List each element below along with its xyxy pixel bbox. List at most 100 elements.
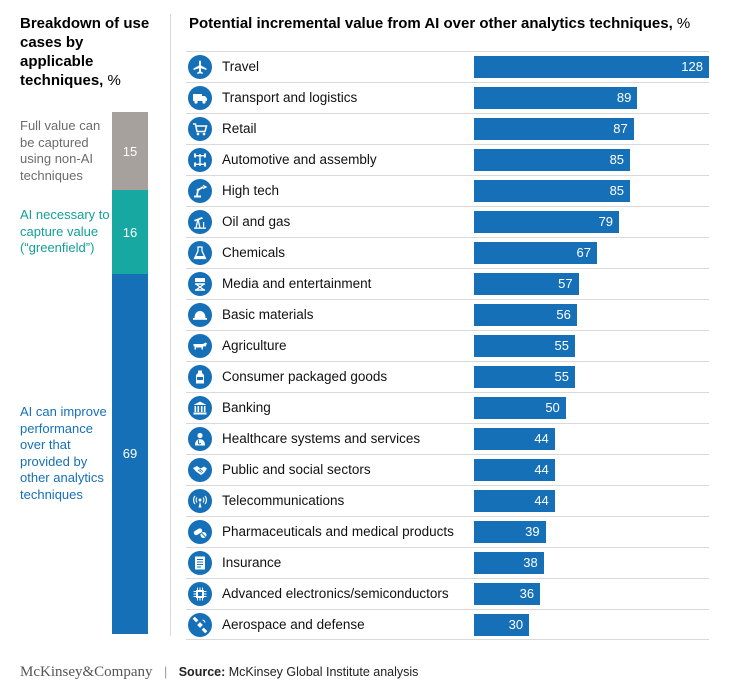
- stack-segment: 16: [112, 190, 148, 274]
- bank-icon: [188, 396, 212, 420]
- panel-divider: [170, 14, 171, 636]
- bar-value-label: 55: [554, 369, 569, 384]
- bar-value-label: 67: [576, 245, 591, 260]
- stack-segment: 15: [112, 112, 148, 191]
- car-axle-icon: [188, 148, 212, 172]
- category-label: Agriculture: [222, 338, 287, 353]
- value-bar: 55: [474, 335, 575, 357]
- stack-segment: 69: [112, 273, 148, 634]
- category-label: Transport and logistics: [222, 90, 358, 105]
- chart-row: Oil and gas 79: [186, 206, 709, 237]
- value-bar: 38: [474, 552, 544, 574]
- chart-row: Basic materials 56: [186, 299, 709, 330]
- category-label: Public and social sectors: [222, 462, 371, 477]
- value-bar: 55: [474, 366, 575, 388]
- value-bar: 44: [474, 490, 555, 512]
- footer: McKinsey&Company | Source: McKinsey Glob…: [20, 664, 418, 680]
- value-bar: 85: [474, 180, 631, 202]
- antenna-icon: [188, 489, 212, 513]
- bottle-icon: [188, 365, 212, 389]
- chart-row: Advanced electronics/semiconductors 36: [186, 578, 709, 609]
- value-bar: 57: [474, 273, 579, 295]
- chart-row: Aerospace and defense 30: [186, 609, 709, 640]
- value-bar: 44: [474, 459, 555, 481]
- left-title-text: Breakdown of use cases by applicable tec…: [20, 15, 150, 89]
- chart-row: High tech 85: [186, 175, 709, 206]
- chart-row: Travel 128: [186, 51, 709, 82]
- footer-separator: |: [163, 665, 168, 679]
- category-label: Media and entertainment: [222, 276, 372, 291]
- pills-icon: [188, 520, 212, 544]
- category-label: Pharmaceuticals and medical products: [222, 524, 454, 539]
- chart-row: Agriculture 55: [186, 330, 709, 361]
- right-title-unit: %: [676, 15, 691, 32]
- category-label: Advanced electronics/semiconductors: [222, 586, 449, 601]
- bar-value-label: 44: [534, 431, 549, 446]
- chart-row: Consumer packaged goods 55: [186, 361, 709, 392]
- left-panel-title: Breakdown of use cases by applicable tec…: [20, 14, 160, 90]
- brand-logo: McKinsey&Company: [20, 664, 153, 680]
- chart-row: Banking 50: [186, 392, 709, 423]
- bar-value-label: 128: [681, 59, 703, 74]
- bar-value-label: 85: [609, 152, 625, 167]
- category-label: Automotive and assembly: [222, 152, 377, 167]
- hard-hat-icon: [188, 303, 212, 327]
- bar-value-label: 55: [554, 338, 569, 353]
- value-bar: 56: [474, 304, 577, 326]
- bar-value-label: 39: [525, 524, 540, 539]
- chart-row: Public and social sectors 44: [186, 454, 709, 485]
- stack-segment-label: AI can improve performance over that pro…: [20, 404, 107, 502]
- oil-pump-icon: [188, 210, 212, 234]
- value-bar: 67: [474, 242, 597, 264]
- value-bar: 30: [474, 614, 530, 636]
- stack-segment-value: 16: [122, 224, 138, 240]
- value-bar: 87: [474, 118, 634, 140]
- director-chair-icon: [188, 272, 212, 296]
- stacked-breakdown-bar: 15 16 69: [112, 112, 148, 634]
- chart-row: Transport and logistics 89: [186, 82, 709, 113]
- doctor-icon: [188, 427, 212, 451]
- chart-row: Automotive and assembly 85: [186, 144, 709, 175]
- bar-value-label: 44: [534, 493, 549, 508]
- handshake-icon: [188, 458, 212, 482]
- category-label: Travel: [222, 59, 260, 74]
- bar-value-label: 38: [523, 555, 538, 570]
- right-title-text: Potential incremental value from AI over…: [189, 15, 673, 32]
- chart-row: Media and entertainment 57: [186, 268, 709, 299]
- bar-value-label: 44: [534, 462, 549, 477]
- airplane-icon: [188, 55, 212, 79]
- source-text: McKinsey Global Institute analysis: [228, 665, 419, 679]
- bar-value-label: 87: [613, 121, 628, 136]
- bar-value-label: 89: [616, 90, 632, 105]
- document-icon: [188, 551, 212, 575]
- category-label: Healthcare systems and services: [222, 431, 421, 446]
- chart-row: Insurance 38: [186, 547, 709, 578]
- value-bar: 89: [474, 87, 638, 109]
- value-bar: 85: [474, 149, 631, 171]
- satellite-icon: [188, 613, 212, 637]
- robot-arm-icon: [188, 179, 212, 203]
- bar-value-label: 50: [545, 400, 560, 415]
- chart-row: Chemicals 67: [186, 237, 709, 268]
- stack-segment-value: 15: [122, 143, 138, 159]
- value-bar: 39: [474, 521, 546, 543]
- truck-icon: [188, 86, 212, 110]
- category-label: Chemicals: [222, 245, 286, 260]
- bar-value-label: 85: [609, 183, 625, 198]
- value-bar: 44: [474, 428, 555, 450]
- source-label: Source:: [178, 665, 226, 679]
- value-bar: 128: [474, 56, 709, 78]
- category-label: Telecommunications: [222, 493, 345, 508]
- category-label: Aerospace and defense: [222, 617, 365, 632]
- chart-row: Retail 87: [186, 113, 709, 144]
- stack-segment-value: 69: [122, 446, 138, 462]
- flask-icon: [188, 241, 212, 265]
- category-label: Insurance: [222, 555, 282, 570]
- stack-segment-label: AI necessary to capture value (“greenfie…: [20, 207, 110, 256]
- bar-value-label: 30: [508, 617, 524, 632]
- chip-icon: [188, 582, 212, 606]
- bar-value-label: 57: [558, 276, 573, 291]
- chart-row: Pharmaceuticals and medical products 39: [186, 516, 709, 547]
- category-label: High tech: [222, 183, 280, 198]
